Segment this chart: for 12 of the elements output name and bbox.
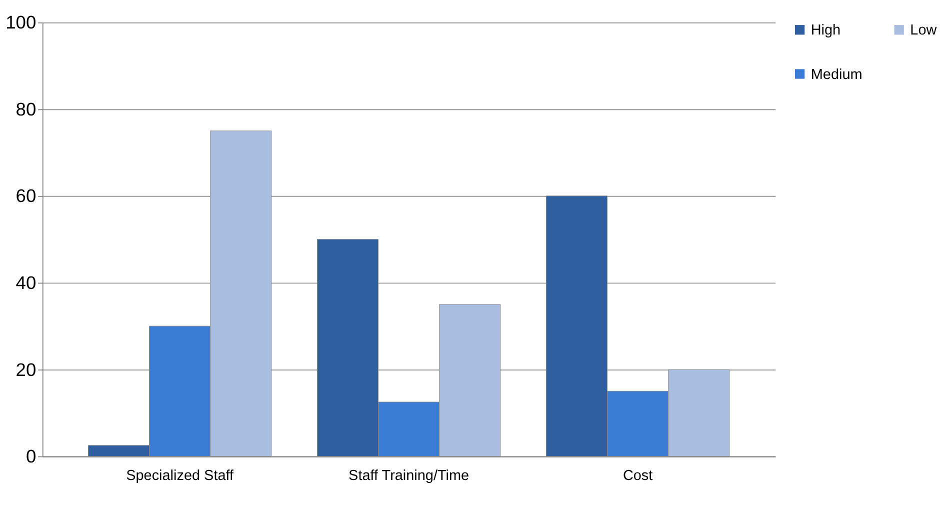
y-tick-label: 100 xyxy=(6,12,36,33)
y-tick-label: 20 xyxy=(16,358,36,380)
y-tick-label: 60 xyxy=(16,185,36,206)
legend-label: Low xyxy=(910,22,938,39)
legend-label: High xyxy=(810,22,841,39)
x-tick-label: Staff Training/Time xyxy=(348,468,470,484)
legend-label: Medium xyxy=(810,66,862,83)
x-tick-label: Cost xyxy=(622,468,653,484)
y-tick-label: 80 xyxy=(16,98,36,120)
y-tick-label: 40 xyxy=(16,272,36,293)
y-tick-label: 0 xyxy=(26,446,36,467)
x-tick-label: Specialized Staff xyxy=(126,468,234,484)
